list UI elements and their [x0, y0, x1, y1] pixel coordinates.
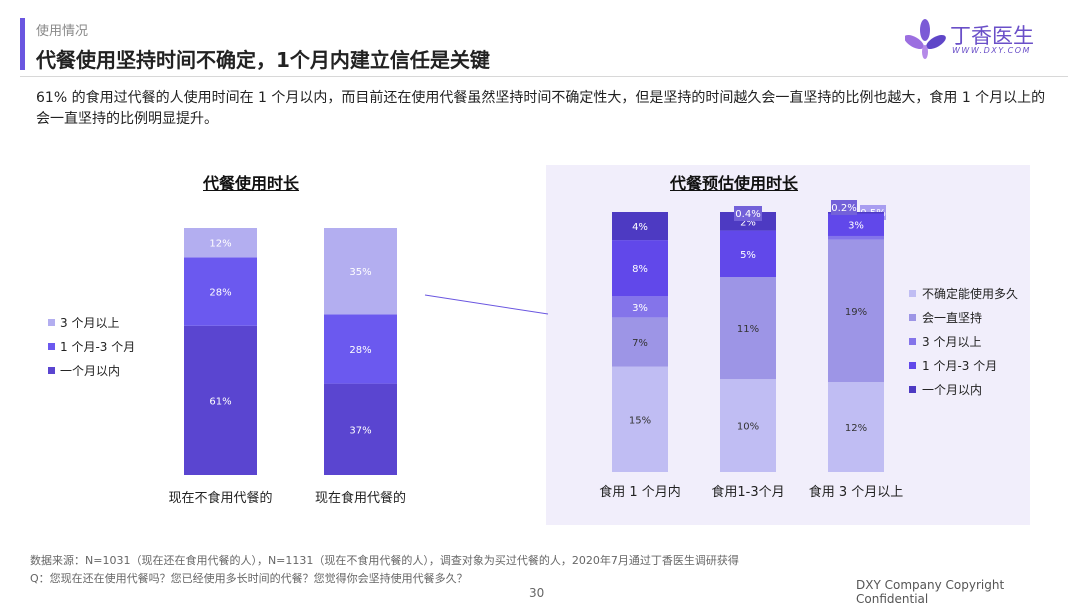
accent-bar [20, 18, 25, 70]
bar-segment [828, 235, 884, 240]
bar-segment [720, 277, 776, 380]
legend-label: 3 个月以上 [922, 335, 981, 349]
bar-data-label: 3% [632, 303, 648, 314]
bar-data-label: 35% [349, 267, 371, 278]
footer-source: 数据来源：N=1031（现在还在食用代餐的人），N=1131（现在不食用代餐的人… [30, 554, 739, 567]
logo-text: 丁香医生 [950, 24, 1034, 48]
bar-data-label: 0.4% [735, 209, 760, 220]
legend-swatch [48, 367, 55, 374]
legend-label: 1 个月-3 个月 [60, 340, 135, 354]
legend-label: 一个月以内 [60, 364, 120, 378]
dxy-flower-logo-icon [905, 19, 946, 59]
bar-segment [184, 257, 257, 326]
legend-swatch [909, 314, 916, 321]
data-label-tag [734, 206, 762, 221]
bar-data-label: 7% [632, 338, 648, 349]
copyright: DXY Company Copyright Confidential [856, 578, 1005, 606]
chart-title-usage-duration: 代餐使用时长 [203, 174, 300, 193]
section-label: 使用情况 [36, 24, 89, 39]
bar-data-label: 15% [629, 415, 651, 426]
bar-segment [720, 230, 776, 277]
bar-data-label: 0.2% [831, 203, 856, 214]
x-tick-label: 现在不食用代餐的 [168, 490, 272, 506]
bar-data-label: 28% [349, 345, 371, 356]
x-tick-label: 现在食用代餐的 [315, 490, 406, 506]
legend-label: 不确定能使用多久 [922, 286, 1018, 301]
bar-data-label: 61% [209, 396, 231, 407]
bar-data-label: 2% [740, 217, 756, 228]
legend-label: 1 个月-3 个月 [922, 359, 997, 373]
legend-label: 一个月以内 [922, 383, 982, 397]
legend-label: 3 个月以上 [60, 316, 119, 330]
bar-segment [324, 383, 397, 475]
bar-data-label: 8% [632, 264, 648, 275]
bar-segment [612, 317, 668, 367]
bar-segment [612, 240, 668, 297]
bar-segment [184, 325, 257, 475]
chart-title-expected-duration: 代餐预估使用时长 [670, 174, 799, 193]
data-label-tag [831, 200, 857, 215]
legend-swatch [48, 343, 55, 350]
legend-swatch [48, 319, 55, 326]
page-title: 代餐使用坚持时间不确定，1个月内建立信任是关键 [36, 48, 490, 72]
bar-segment [324, 314, 397, 384]
bar-segment [612, 296, 668, 318]
title-divider [20, 76, 1068, 77]
bar-segment [828, 239, 884, 383]
x-tick-label: 食用1-3个月 [711, 484, 784, 500]
x-tick-label: 食用 3 个月以上 [809, 484, 904, 500]
bar-segment [828, 382, 884, 472]
bar-data-label: 10% [737, 422, 759, 433]
bar-data-label: 12% [845, 423, 867, 434]
bar-segment [720, 379, 776, 472]
legend-swatch [909, 386, 916, 393]
bar-segment [324, 228, 397, 315]
legend-swatch [909, 362, 916, 369]
bar-data-label: 37% [349, 425, 371, 436]
x-tick-label: 食用 1 个月内 [599, 484, 681, 500]
bar-segment [184, 228, 257, 258]
bar-data-label: 12% [209, 239, 231, 250]
legend-swatch [909, 338, 916, 345]
footer-question: Q：您现在还在使用代餐吗？您已经使用多长时间的代餐？您觉得你会坚持使用代餐多久？ [30, 572, 468, 585]
bar-data-label: 19% [845, 307, 867, 318]
bar-segment [612, 366, 668, 472]
bar-segment [612, 212, 668, 241]
bar-segment [828, 213, 884, 236]
bar-data-label: 5% [740, 250, 756, 261]
intro-paragraph: 61% 的食用过代餐的人使用时间在 1 个月以内，而目前还在使用代餐虽然坚持时间… [36, 90, 1046, 127]
logo-subtext: WWW.DXY.COM [952, 46, 1031, 55]
legend-swatch [909, 290, 916, 297]
bar-data-label: 3% [848, 221, 864, 232]
bar-data-label: 11% [737, 324, 759, 335]
bar-data-label: 28% [209, 288, 231, 299]
connector-line [424, 294, 549, 315]
page-number: 30 [529, 586, 545, 600]
bar-data-label: 4% [632, 222, 648, 233]
legend-label: 会一直坚持 [922, 310, 982, 325]
